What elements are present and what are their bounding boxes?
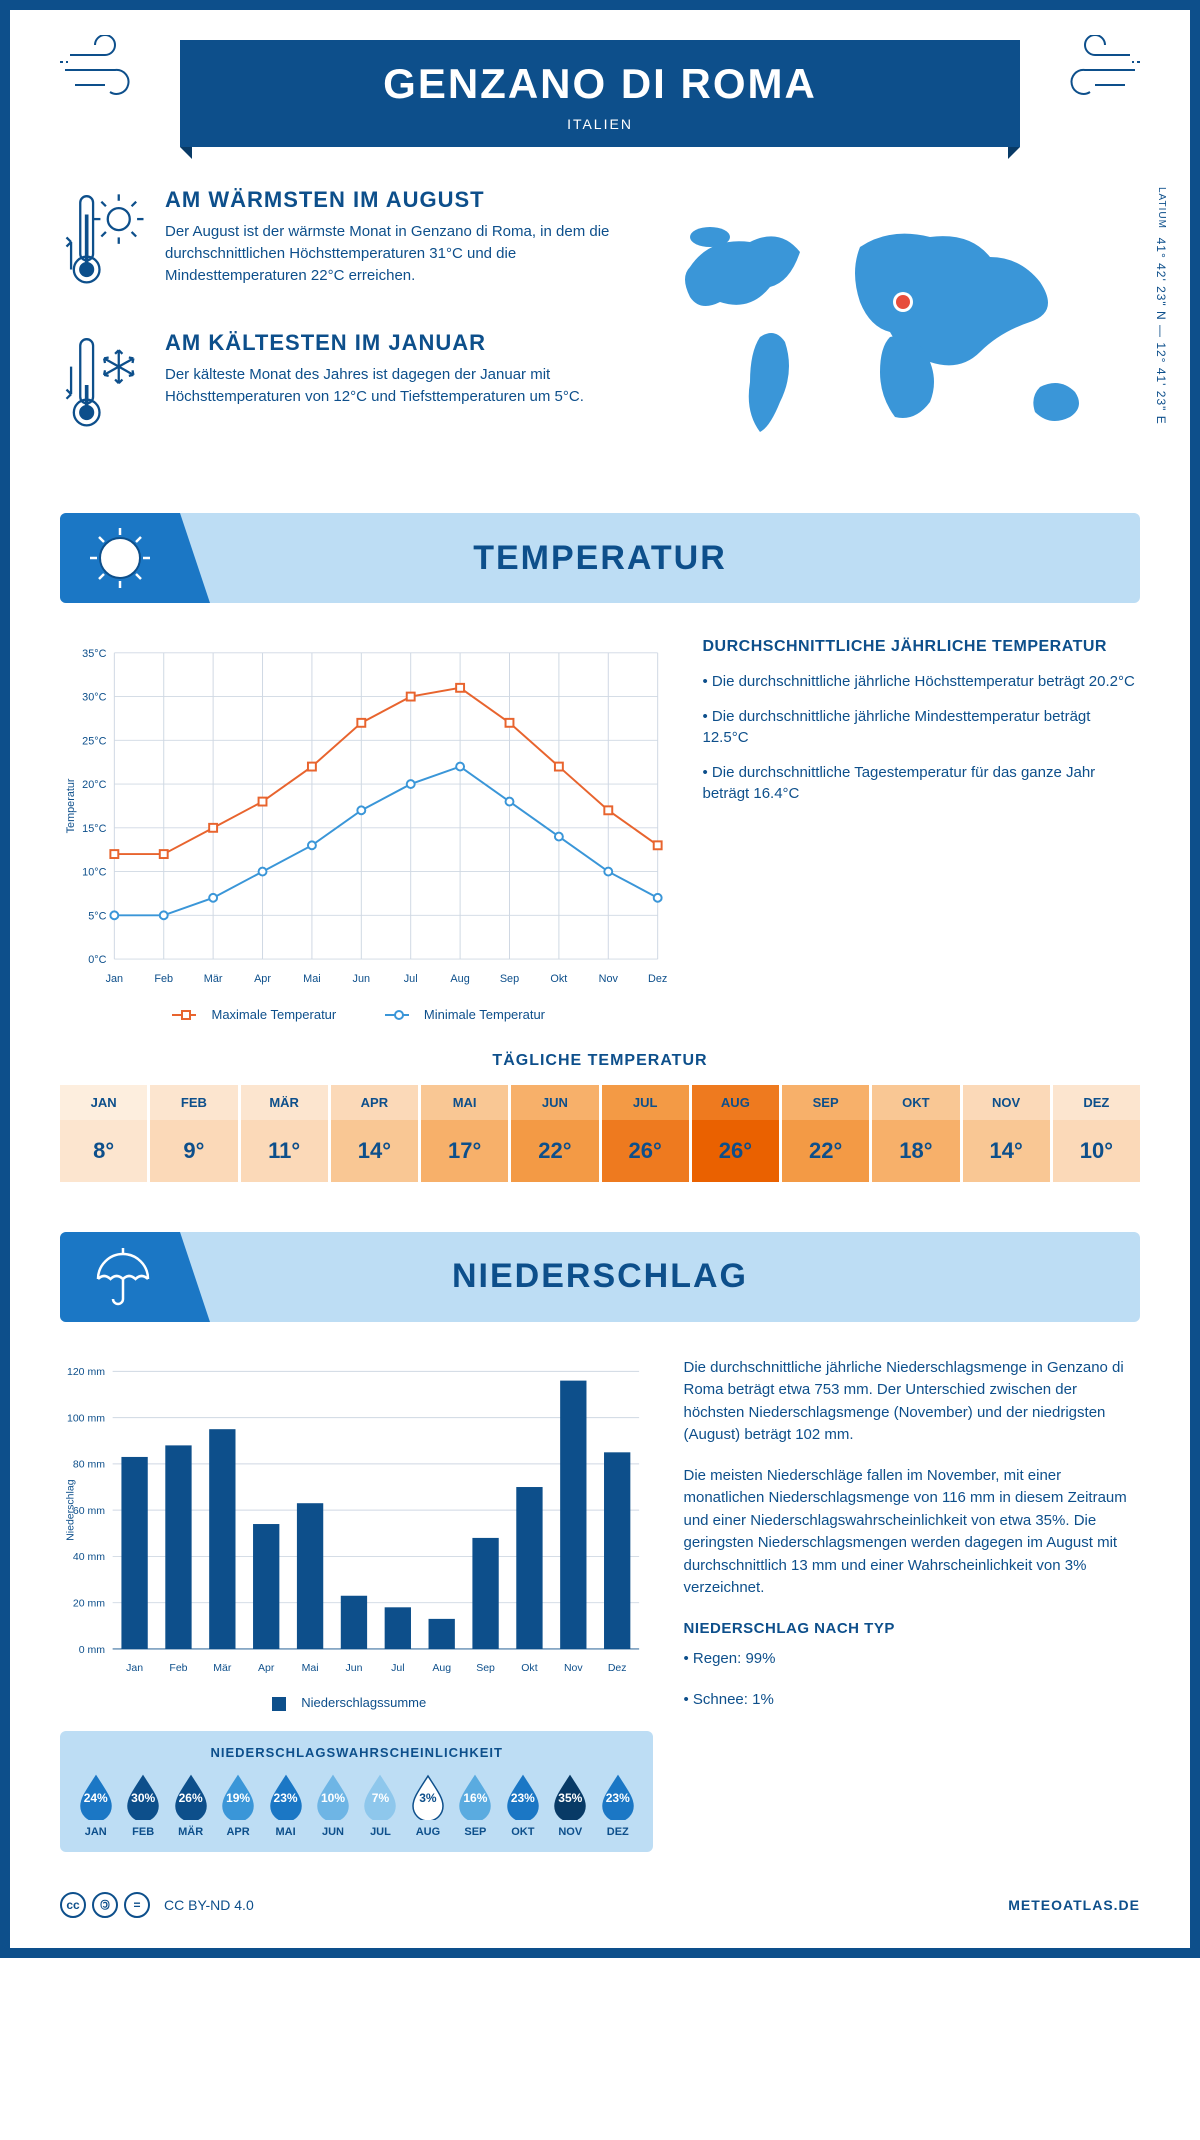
footer: cc🄯= CC BY-ND 4.0 METEOATLAS.DE	[60, 1892, 1140, 1918]
prob-cell: 26%MÄR	[169, 1772, 212, 1838]
cold-text: Der kälteste Monat des Jahres ist dagege…	[165, 364, 610, 408]
sun-icon	[85, 523, 155, 593]
umbrella-icon	[88, 1244, 153, 1309]
svg-text:Jan: Jan	[126, 1662, 143, 1674]
svg-text:Jul: Jul	[404, 973, 418, 985]
daily-temp-cell: APR14°	[331, 1085, 418, 1182]
svg-text:5°C: 5°C	[88, 910, 106, 922]
page-container: GENZANO DI ROMA ITALIEN	[0, 0, 1200, 1958]
header-band: GENZANO DI ROMA ITALIEN	[180, 40, 1020, 147]
svg-text:Nov: Nov	[564, 1662, 583, 1674]
prob-cell: 7%JUL	[359, 1772, 402, 1838]
svg-text:Aug: Aug	[450, 973, 469, 985]
svg-text:Nov: Nov	[599, 973, 619, 985]
temperature-stats: DURCHSCHNITTLICHE JÄHRLICHE TEMPERATUR •…	[703, 638, 1141, 1022]
daily-temp-cell: NOV14°	[963, 1085, 1050, 1182]
svg-text:20 mm: 20 mm	[73, 1597, 105, 1609]
svg-text:Aug: Aug	[432, 1662, 451, 1674]
prob-cell: 35%NOV	[549, 1772, 592, 1838]
prob-cell: 30%FEB	[121, 1772, 164, 1838]
daily-temp-cell: JUL26°	[602, 1085, 689, 1182]
svg-text:40 mm: 40 mm	[73, 1551, 105, 1563]
svg-text:Mai: Mai	[303, 973, 321, 985]
daily-temp-cell: JUN22°	[511, 1085, 598, 1182]
world-map: LATIUM 41° 42' 23" N — 12° 41' 23" E	[640, 187, 1140, 473]
warmest-fact: AM WÄRMSTEN IM AUGUST Der August ist der…	[60, 187, 610, 302]
intro-section: AM WÄRMSTEN IM AUGUST Der August ist der…	[60, 187, 1140, 473]
svg-text:120 mm: 120 mm	[67, 1366, 105, 1378]
prob-cell: 3%AUG	[406, 1772, 449, 1838]
daily-temp-cell: AUG26°	[692, 1085, 779, 1182]
svg-text:20°C: 20°C	[82, 779, 106, 791]
wind-icon	[1030, 35, 1140, 105]
daily-temp-table: JAN8°FEB9°MÄR11°APR14°MAI17°JUN22°JUL26°…	[60, 1085, 1140, 1182]
daily-temp-cell: SEP22°	[782, 1085, 869, 1182]
temp-section-title: TEMPERATUR	[473, 539, 727, 578]
daily-temp-cell: DEZ10°	[1053, 1085, 1140, 1182]
svg-text:Niederschlag: Niederschlag	[64, 1479, 76, 1541]
prob-cell: 16%SEP	[454, 1772, 497, 1838]
thermometer-sun-icon	[60, 187, 150, 297]
svg-text:Jun: Jun	[353, 973, 371, 985]
prob-cell: 23%DEZ	[596, 1772, 639, 1838]
svg-text:Okt: Okt	[550, 973, 567, 985]
svg-text:Apr: Apr	[258, 1662, 275, 1674]
prob-cell: 19%APR	[216, 1772, 259, 1838]
country-label: ITALIEN	[180, 116, 1020, 132]
temperature-section-header: TEMPERATUR	[60, 513, 1140, 603]
svg-text:Feb: Feb	[154, 973, 173, 985]
daily-temp-cell: JAN8°	[60, 1085, 147, 1182]
svg-text:Okt: Okt	[521, 1662, 537, 1674]
svg-text:Jul: Jul	[391, 1662, 404, 1674]
svg-text:0°C: 0°C	[88, 954, 106, 966]
precip-section-title: NIEDERSCHLAG	[452, 1257, 748, 1296]
svg-text:Dez: Dez	[608, 1662, 627, 1674]
precip-probability-panel: NIEDERSCHLAGSWAHRSCHEINLICHKEIT 24%JAN30…	[60, 1731, 653, 1852]
svg-text:Mär: Mär	[213, 1662, 232, 1674]
warm-text: Der August ist der wärmste Monat in Genz…	[165, 221, 610, 286]
svg-text:Sep: Sep	[476, 1662, 495, 1674]
svg-text:10°C: 10°C	[82, 867, 106, 879]
precipitation-bar-chart: 0 mm 20 mm 40 mm 60 mm 80 mm 100 mm 120 mm Jan F…	[60, 1357, 653, 1852]
daily-temp-cell: FEB9°	[150, 1085, 237, 1182]
temperature-line-chart: 0°C 5°C 10°C 15°C 20°C 25°C 30°C 35°C Jan Feb Mär A…	[60, 638, 673, 1022]
prob-cell: 24%JAN	[74, 1772, 117, 1838]
cold-title: AM KÄLTESTEN IM JANUAR	[165, 330, 610, 356]
svg-text:15°C: 15°C	[82, 823, 106, 835]
coordinates: LATIUM 41° 42' 23" N — 12° 41' 23" E	[1154, 187, 1168, 425]
svg-text:Dez: Dez	[648, 973, 667, 985]
thermometer-snow-icon	[60, 330, 150, 440]
daily-temp-title: TÄGLICHE TEMPERATUR	[60, 1052, 1140, 1070]
precip-description: Die durchschnittliche jährliche Niedersc…	[683, 1357, 1140, 1852]
svg-text:25°C: 25°C	[82, 735, 106, 747]
svg-text:Temperatur: Temperatur	[65, 778, 77, 833]
svg-text:0 mm: 0 mm	[79, 1643, 106, 1655]
coldest-fact: AM KÄLTESTEN IM JANUAR Der kälteste Mona…	[60, 330, 610, 445]
wind-icon	[60, 35, 170, 105]
prob-cell: 23%MAI	[264, 1772, 307, 1838]
svg-text:Mär: Mär	[204, 973, 223, 985]
svg-text:Jan: Jan	[106, 973, 124, 985]
prob-cell: 23%OKT	[501, 1772, 544, 1838]
daily-temp-cell: MÄR11°	[241, 1085, 328, 1182]
svg-text:60 mm: 60 mm	[73, 1505, 105, 1517]
svg-text:30°C: 30°C	[82, 692, 106, 704]
svg-text:Apr: Apr	[254, 973, 271, 985]
site-label: METEOATLAS.DE	[1008, 1897, 1140, 1913]
warm-title: AM WÄRMSTEN IM AUGUST	[165, 187, 610, 213]
prob-cell: 10%JUN	[311, 1772, 354, 1838]
daily-temp-cell: OKT18°	[872, 1085, 959, 1182]
daily-temp-cell: MAI17°	[421, 1085, 508, 1182]
city-title: GENZANO DI ROMA	[180, 60, 1020, 108]
precip-section-header: NIEDERSCHLAG	[60, 1232, 1140, 1322]
svg-text:100 mm: 100 mm	[67, 1412, 105, 1424]
svg-text:80 mm: 80 mm	[73, 1458, 105, 1470]
svg-text:Mai: Mai	[302, 1662, 319, 1674]
svg-text:35°C: 35°C	[82, 648, 106, 660]
svg-text:Jun: Jun	[345, 1662, 362, 1674]
svg-text:Feb: Feb	[169, 1662, 187, 1674]
svg-text:Sep: Sep	[500, 973, 519, 985]
license-badge: cc🄯= CC BY-ND 4.0	[60, 1892, 254, 1918]
